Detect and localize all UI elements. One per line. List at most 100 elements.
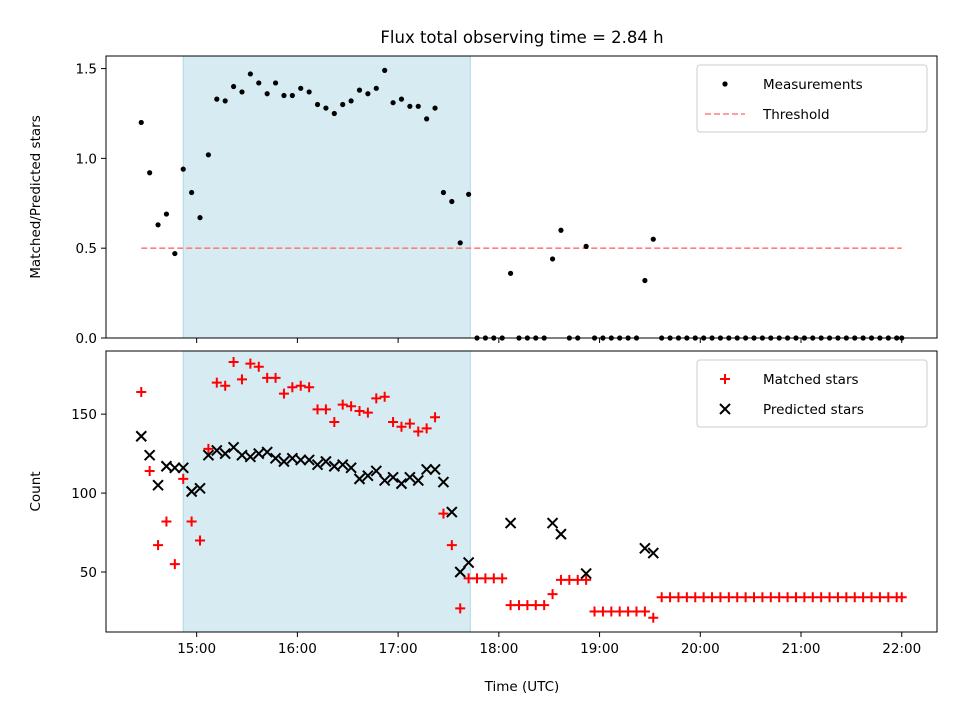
data-point-predicted	[261, 446, 273, 458]
data-point-matched	[430, 412, 441, 423]
data-point-matched	[438, 508, 449, 519]
data-point-matched	[287, 382, 298, 393]
data-point	[457, 240, 463, 246]
data-point-matched	[270, 372, 281, 383]
data-point-matched	[362, 407, 373, 418]
data-point-matched	[329, 417, 340, 428]
data-point-matched	[740, 592, 751, 603]
data-point	[407, 103, 413, 109]
data-point-matched	[555, 574, 566, 585]
data-point-matched	[136, 387, 147, 398]
data-point	[583, 243, 589, 249]
data-point-matched	[530, 600, 541, 611]
data-point-matched	[455, 603, 466, 614]
data-point-predicted	[404, 471, 416, 483]
y-tick-label: 50	[80, 565, 97, 581]
data-point-matched	[186, 516, 197, 527]
data-point-predicted	[580, 567, 592, 580]
data-point-matched	[497, 573, 508, 584]
data-point	[189, 189, 195, 196]
data-point-matched	[547, 589, 558, 600]
data-point	[432, 105, 438, 111]
bottom-panel: 15:00 16:00 17:00 18:00 19:00 20:00 21:00 22:00…	[28, 350, 938, 657]
legend-label: Predicted stars	[763, 402, 864, 418]
data-point-matched	[144, 465, 155, 476]
data-point-predicted	[412, 474, 424, 487]
data-point-matched	[245, 358, 256, 369]
data-point-matched	[304, 382, 315, 393]
data-point-matched	[472, 573, 483, 584]
data-point-predicted	[462, 556, 475, 569]
data-point	[256, 80, 262, 86]
data-point-matched	[379, 391, 390, 402]
data-point	[180, 166, 186, 172]
data-point-matched	[320, 404, 331, 415]
data-point-matched	[631, 606, 642, 617]
data-point-matched	[665, 592, 676, 603]
x-tick-label: 21:00	[782, 641, 821, 657]
x-tick-label: 19:00	[580, 641, 619, 657]
data-point-matched	[883, 592, 894, 603]
data-point-matched	[413, 426, 424, 437]
data-point-matched	[749, 592, 760, 603]
data-point-matched	[648, 612, 659, 623]
data-point-predicted	[387, 471, 399, 483]
data-point-predicted	[454, 566, 466, 578]
data-point-matched	[480, 573, 491, 584]
data-point-matched	[782, 592, 793, 603]
x-axis-label: Time (UTC)	[484, 679, 560, 695]
data-point	[424, 116, 430, 122]
data-point	[298, 85, 304, 91]
data-point-matched	[698, 592, 709, 603]
data-point	[230, 83, 237, 90]
legend-marker-x	[719, 403, 731, 415]
data-point-predicted	[395, 477, 408, 490]
data-point	[155, 222, 161, 228]
data-point	[398, 96, 405, 102]
data-point-matched	[896, 592, 907, 603]
y-axis-label: Count	[28, 471, 44, 511]
data-point	[239, 89, 245, 95]
y-tick-label: 0.5	[76, 241, 97, 257]
data-point	[382, 67, 388, 73]
data-point-matched	[581, 574, 592, 585]
data-point-predicted	[135, 430, 147, 442]
data-point	[264, 91, 270, 97]
data-point-matched	[228, 357, 239, 368]
data-point-predicted	[295, 454, 307, 466]
legend-label: Measurements	[763, 77, 863, 93]
y-tick-label: 150	[71, 407, 97, 423]
data-point-matched	[295, 380, 306, 391]
data-point	[390, 100, 396, 106]
data-point-predicted	[303, 454, 315, 466]
data-point-matched	[690, 592, 701, 603]
legend: Matched stars Predicted stars	[696, 359, 928, 428]
data-point-predicted	[219, 447, 231, 460]
series-predicted-stars	[135, 430, 659, 580]
data-point-predicted	[504, 517, 517, 529]
data-point-predicted	[211, 444, 223, 457]
data-point-matched	[388, 417, 399, 428]
data-point	[289, 92, 295, 99]
series-matched-stars	[136, 357, 907, 623]
data-point-predicted	[546, 517, 559, 529]
data-point-predicted	[143, 449, 156, 461]
data-point-matched	[799, 592, 810, 603]
data-point-matched	[169, 559, 180, 570]
legend-marker-dot	[722, 81, 728, 87]
data-point	[650, 236, 656, 242]
data-point-matched	[220, 380, 231, 391]
legend-marker-plus	[720, 374, 730, 384]
data-point-matched	[346, 401, 357, 412]
data-point-matched	[488, 573, 499, 584]
data-point-matched	[236, 374, 247, 385]
data-point-matched	[623, 606, 634, 617]
data-point-predicted	[378, 474, 391, 487]
data-point-matched	[816, 592, 827, 603]
data-point	[331, 110, 337, 117]
data-point-predicted	[244, 451, 257, 463]
y-tick-label: 100	[71, 486, 97, 502]
data-point-matched	[874, 592, 885, 603]
x-tick-label: 16:00	[278, 641, 317, 657]
